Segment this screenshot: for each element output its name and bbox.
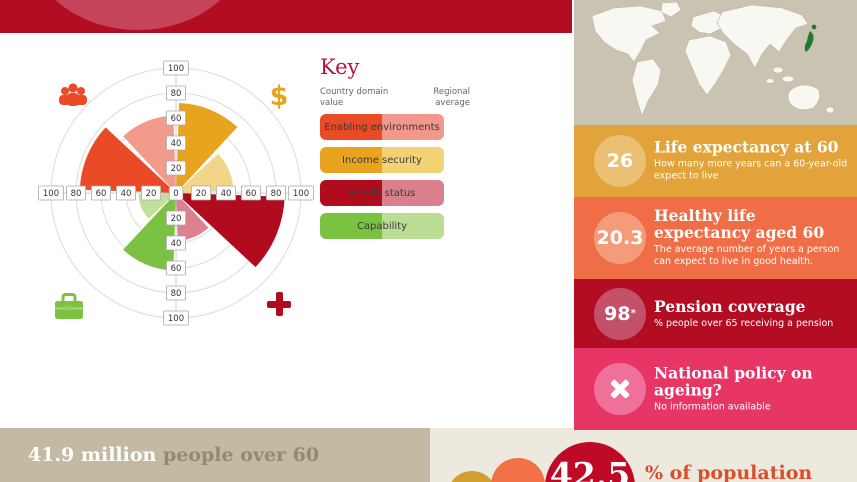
header-decorative-circle xyxy=(30,0,246,30)
key-title: Key xyxy=(320,55,360,79)
percent-population-banner: 42.5 % of population over 60 xyxy=(430,428,857,482)
chart-key: Key Country domain value Regional averag… xyxy=(320,55,470,246)
key-item-label: Income security xyxy=(342,154,422,166)
key-regional-swatch xyxy=(382,147,444,174)
world-map-svg xyxy=(574,0,857,125)
svg-text:80: 80 xyxy=(271,189,282,199)
svg-text:60: 60 xyxy=(96,189,107,199)
japan-highlight xyxy=(804,24,817,52)
stat-value-footnote: * xyxy=(630,308,636,319)
svg-text:20: 20 xyxy=(171,214,182,224)
stat-title: Life expectancy at 60 xyxy=(654,137,839,157)
svg-text:60: 60 xyxy=(171,264,182,274)
svg-text:80: 80 xyxy=(71,189,82,199)
svg-text:0: 0 xyxy=(173,189,178,199)
map-continents xyxy=(591,1,835,117)
decorative-circle-gold xyxy=(447,471,497,482)
header-bar xyxy=(0,0,572,33)
population-banner: 41.9 million people over 60 xyxy=(0,428,430,482)
key-country-swatch xyxy=(320,180,382,207)
stat-value: 20.3 xyxy=(596,227,644,249)
svg-text:40: 40 xyxy=(171,239,182,249)
briefcase-icon xyxy=(52,291,86,321)
people-icon xyxy=(56,81,90,111)
key-country-swatch xyxy=(320,114,382,141)
polar-chart-svg: 20 20 20 20 40 40 40 40 60 60 60 60 80 80 80 80 100 100 10… xyxy=(38,60,314,326)
cross-icon xyxy=(610,379,630,399)
key-item-label: Health status xyxy=(348,187,416,199)
key-item-health-status: Health status xyxy=(320,180,444,207)
svg-text:100: 100 xyxy=(168,64,184,74)
svg-text:80: 80 xyxy=(171,89,182,99)
stat-value-badge: 26 xyxy=(594,135,646,187)
world-map xyxy=(574,0,857,125)
country-stats-panel: 26 Life expectancy at 60 How many more y… xyxy=(574,0,857,430)
domain-polar-chart: 20 20 20 20 40 40 40 40 60 60 60 60 80 80 80 80 100 100 10… xyxy=(20,43,340,343)
plus-icon xyxy=(262,289,296,319)
stat-value-badge: 98 * xyxy=(594,287,646,340)
key-item-label: Capability xyxy=(356,220,408,232)
svg-text:40: 40 xyxy=(171,139,182,149)
stat-title: National policy on ageing? xyxy=(654,363,813,400)
key-country-swatch xyxy=(320,213,382,240)
population-value: 41.9 million xyxy=(28,444,157,466)
key-item-label: Enabling environments xyxy=(324,121,440,133)
stat-value-badge: 20.3 xyxy=(594,212,646,264)
svg-text:80: 80 xyxy=(171,289,182,299)
stat-subtitle: % people over 65 receiving a pension xyxy=(654,317,834,329)
key-country-swatch xyxy=(320,147,382,174)
svg-text:100: 100 xyxy=(293,189,309,199)
svg-text:20: 20 xyxy=(146,189,157,199)
stat-national-policy: National policy on ageing? No informatio… xyxy=(574,348,857,430)
svg-text:40: 40 xyxy=(221,189,232,199)
key-regional-header: Regional average xyxy=(433,87,470,108)
stat-pension-coverage: 98 * Pension coverage % people over 65 re… xyxy=(574,279,857,348)
stat-value: 26 xyxy=(606,150,634,172)
stat-title: Pension coverage xyxy=(654,296,806,316)
stat-healthy-life-expectancy: 20.3 Healthy life expectancy aged 60 The… xyxy=(574,197,857,279)
dollar-icon: $ xyxy=(269,80,289,112)
decorative-circle-orange xyxy=(491,458,545,482)
stat-subtitle: The average number of years a person can… xyxy=(654,244,840,268)
key-country-header: Country domain value xyxy=(320,87,389,108)
svg-text:20: 20 xyxy=(196,189,207,199)
key-column-headers: Country domain value Regional average xyxy=(320,87,470,108)
stat-subtitle: How many more years can a 60-year-old ex… xyxy=(654,158,848,183)
percent-value: 42.5 xyxy=(549,455,631,482)
key-item-enabling-environments: Enabling environments xyxy=(320,114,444,141)
population-label: people over 60 xyxy=(156,444,320,466)
key-item-capability: Capability xyxy=(320,213,444,240)
stat-subtitle: No information available xyxy=(654,401,771,413)
stat-value: 98 xyxy=(604,302,631,325)
key-item-income-security: Income security xyxy=(320,147,444,174)
key-regional-swatch xyxy=(382,213,444,240)
main-content: 20 20 20 20 40 40 40 40 60 60 60 60 80 80 80 80 100 100 10… xyxy=(0,33,572,428)
svg-text:20: 20 xyxy=(171,164,182,174)
svg-text:100: 100 xyxy=(168,314,184,324)
svg-text:100: 100 xyxy=(43,189,59,199)
stat-value-badge xyxy=(594,363,646,415)
stat-title: Healthy life expectancy aged 60 xyxy=(654,206,825,243)
key-regional-swatch xyxy=(382,114,444,141)
svg-text:60: 60 xyxy=(246,189,257,199)
svg-text:60: 60 xyxy=(171,114,182,124)
stat-life-expectancy: 26 Life expectancy at 60 How many more y… xyxy=(574,125,857,197)
percent-label: % of population over 60 xyxy=(645,462,813,482)
svg-text:40: 40 xyxy=(121,189,132,199)
key-regional-swatch xyxy=(382,180,444,207)
